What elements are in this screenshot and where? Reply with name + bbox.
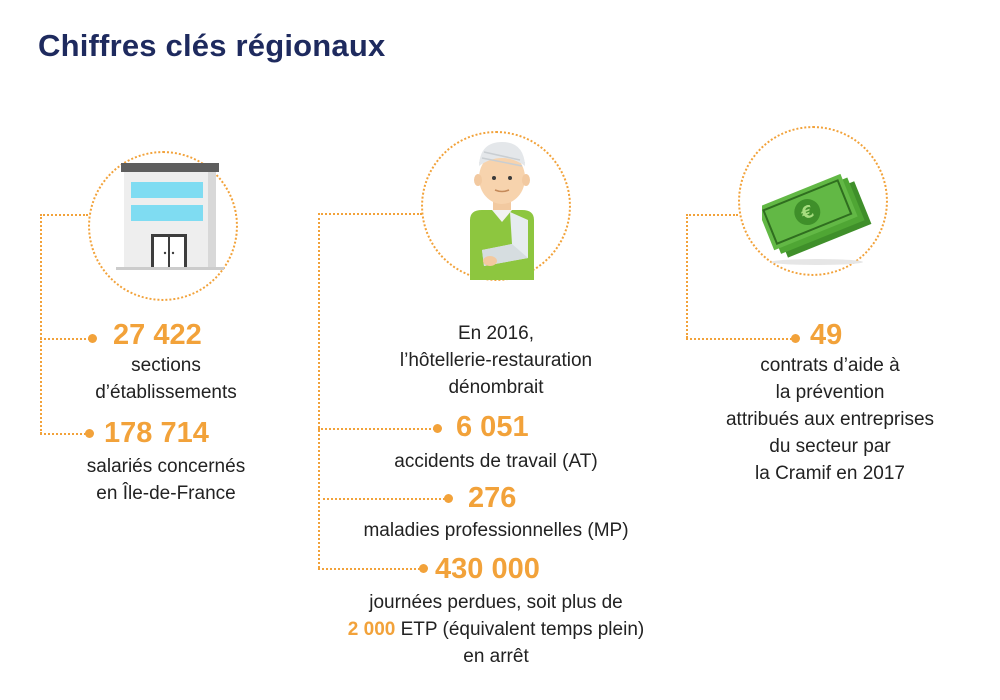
stat-label-line: en arrêt: [463, 646, 529, 667]
stat-value: 430 000: [435, 553, 540, 585]
stat-label: sections d’établissements: [36, 352, 296, 406]
stat-label-line: accidents de travail (AT): [394, 451, 598, 472]
building-icon: [116, 163, 224, 270]
euro-banknotes-icon: €: [762, 173, 872, 265]
intro-line: l’hôtellerie-restauration: [399, 350, 593, 371]
connector-line: [40, 338, 90, 340]
intro-text: En 2016, l’hôtellerie-restauration dénom…: [366, 320, 626, 401]
connector-line: [40, 214, 42, 434]
stat-label-line: en Île-de-France: [96, 483, 236, 504]
stat-label-line: attribués aux entreprises: [725, 409, 935, 430]
intro-line: dénombrait: [448, 377, 544, 398]
connector-line: [318, 498, 445, 500]
connector-line: [686, 214, 688, 338]
page-title: Chiffres clés régionaux: [38, 28, 386, 63]
stat-value: 276: [468, 482, 517, 514]
building-circle: [88, 151, 238, 301]
bullet: [419, 564, 428, 573]
intro-line: En 2016,: [457, 323, 535, 344]
stat-label-text: ETP (équivalent temps plein): [395, 619, 645, 640]
stat-value: 27 422: [113, 319, 202, 351]
connector-line: [40, 433, 86, 435]
highlight-value: 2 000: [347, 619, 396, 640]
stat-label: contrats d’aide à la prévention attribué…: [690, 352, 970, 487]
stat-label: maladies professionnelles (MP): [336, 517, 656, 544]
worker-circle: [421, 131, 571, 281]
stat-label: accidents de travail (AT): [366, 448, 626, 475]
connector-line: [686, 214, 738, 216]
stat-label-line: sections: [131, 355, 201, 376]
stat-value: 49: [810, 319, 843, 351]
bullet: [88, 334, 97, 343]
stat-label-line: du secteur par: [769, 436, 891, 457]
bullet: [791, 334, 800, 343]
bullet: [433, 424, 442, 433]
bullet: [85, 429, 94, 438]
stat-label-line: 2 000 ETP (équivalent temps plein): [316, 616, 676, 643]
bullet: [444, 494, 453, 503]
stat-label-line: maladies professionnelles (MP): [363, 520, 629, 541]
connector-line: [318, 428, 435, 430]
connector-line: [686, 338, 792, 340]
connector-line: [40, 214, 88, 216]
stat-label: salariés concernés en Île-de-France: [36, 453, 296, 507]
stat-label-line: d’établissements: [95, 382, 237, 403]
connector-line: [318, 568, 420, 570]
money-circle: [738, 126, 888, 276]
connector-line: [318, 213, 422, 215]
stat-label-line: la prévention: [775, 382, 885, 403]
stat-value: 6 051: [456, 411, 529, 443]
stat-label-line: journées perdues, soit plus de: [369, 592, 623, 613]
injured-worker-icon: [470, 142, 534, 280]
stat-label-line: contrats d’aide à: [760, 355, 900, 376]
stat-label-line: la Cramif en 2017: [755, 463, 905, 484]
stat-label: journées perdues, soit plus de 2 000 ETP…: [316, 589, 676, 670]
connector-line: [318, 213, 320, 568]
stat-label-line: salariés concernés: [86, 456, 246, 477]
stat-value: 178 714: [104, 417, 209, 449]
